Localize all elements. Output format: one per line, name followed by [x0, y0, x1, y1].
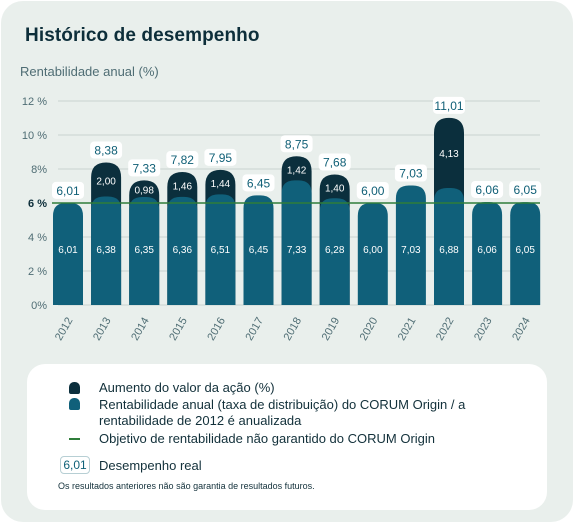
y-tick-label: 0%: [31, 300, 47, 312]
total-value-box: [128, 159, 161, 177]
total-value-label: 7,33: [133, 161, 157, 175]
bar-distribution-segment: [434, 188, 464, 305]
total-value-label: 6,05: [514, 183, 538, 197]
legend-item-real-performance: Desempenho real: [99, 458, 202, 473]
distribution-value-label: 6,35: [134, 245, 154, 256]
legend-item-distribution: Rentabilidade anual (taxa de distribuiçã…: [99, 397, 466, 412]
total-value-label: 8,75: [285, 137, 309, 151]
legend-item-share-value: Aumento do valor da ação (%): [99, 380, 275, 395]
y-tick-label: 6 %: [28, 198, 47, 210]
total-value-label: 7,95: [209, 151, 233, 165]
distribution-value-label: 6,00: [363, 245, 383, 256]
distribution-value-label: 7,03: [401, 245, 421, 256]
y-tick-label: 2 %: [28, 266, 47, 278]
total-value-label: 8,38: [94, 144, 118, 158]
increase-value-label: 1,42: [287, 165, 307, 176]
total-value-box: [280, 135, 313, 153]
increase-value-label: 0,98: [134, 186, 154, 197]
total-value-label: 6,01: [56, 184, 80, 198]
distribution-value-label: 6,45: [249, 245, 269, 256]
y-tick-label: 8%: [31, 164, 47, 176]
legend-swatch-share-value: [69, 382, 80, 394]
bar-distribution-segment: [472, 201, 503, 305]
x-tick-label: 2024: [510, 316, 533, 343]
bar-distribution-segment: [91, 196, 122, 305]
bar-distribution-segment: [510, 202, 541, 305]
chart-legend: Aumento do valor da ação (%) Rentabilida…: [27, 364, 547, 510]
total-value-label: 7,68: [323, 155, 347, 169]
bar-distribution-segment: [395, 185, 426, 305]
total-value-box: [394, 164, 427, 182]
distribution-value-label: 7,33: [287, 245, 307, 256]
x-tick-label: 2019: [320, 316, 343, 343]
total-value-box: [52, 181, 84, 199]
total-value-label: 6,00: [361, 184, 385, 198]
bar-distribution-segment: [129, 197, 160, 305]
total-value-box: [90, 141, 123, 159]
increase-value-label: 1,46: [173, 181, 193, 192]
bar-distribution-segment: [167, 196, 198, 305]
x-tick-label: 2015: [167, 316, 190, 343]
total-value-label: 7,82: [171, 153, 195, 167]
total-value-box: [166, 151, 199, 169]
y-axis-title: Rentabilidade anual (%): [20, 64, 159, 79]
increase-value-label: 1,40: [325, 183, 345, 194]
distribution-value-label: 6,28: [325, 245, 345, 256]
distribution-value-label: 6,01: [58, 245, 78, 256]
total-value-box: [433, 96, 465, 114]
total-value-box: [242, 174, 275, 192]
total-value-label: 7,03: [399, 166, 423, 180]
increase-value-label: 2,00: [96, 177, 116, 188]
x-tick-label: 2022: [434, 316, 457, 343]
distribution-value-label: 6,88: [439, 245, 459, 256]
x-tick-label: 2014: [129, 316, 152, 343]
legend-swatch-target-line: [69, 438, 80, 440]
x-tick-label: 2013: [91, 316, 114, 343]
x-tick-label: 2020: [358, 316, 381, 343]
x-tick-label: 2018: [282, 316, 305, 343]
x-tick-label: 2012: [53, 316, 76, 343]
total-value-label: 6,45: [247, 176, 271, 190]
y-tick-label: 4 %: [28, 232, 47, 244]
distribution-value-label: 6,51: [211, 245, 231, 256]
legend-item-distribution-cont: rentabilidade de 2012 é anualizada: [99, 413, 302, 428]
bar-distribution-segment: [53, 202, 83, 305]
legend-sample-value-box: 6,01: [60, 456, 90, 474]
distribution-value-label: 6,36: [173, 245, 193, 256]
total-value-box: [318, 153, 351, 171]
total-value-box: [509, 181, 542, 199]
y-tick-label: 12 %: [22, 96, 47, 108]
distribution-value-label: 6,05: [515, 245, 535, 256]
x-tick-label: 2017: [243, 316, 266, 343]
legend-swatch-distribution: [69, 398, 80, 410]
total-value-label: 6,06: [475, 183, 499, 197]
x-tick-label: 2023: [472, 316, 495, 343]
x-tick-label: 2016: [205, 316, 228, 343]
distribution-value-label: 6,38: [96, 245, 116, 256]
legend-item-target: Objetivo de rentabilidade não garantido …: [99, 431, 436, 446]
chart-title: Histórico de desempenho: [25, 25, 260, 46]
bar-distribution-segment: [243, 195, 274, 305]
increase-value-label: 1,44: [211, 179, 231, 190]
total-value-box: [471, 180, 504, 198]
total-value-box: [356, 182, 389, 199]
bar-distribution-segment: [357, 203, 388, 305]
increase-value-label: 4,13: [439, 149, 459, 160]
x-tick-label: 2021: [396, 316, 419, 343]
bar-distribution-segment: [205, 194, 236, 305]
total-value-box: [204, 148, 237, 166]
bar-chart: 0% 2 % 4 % 6 % 8% 10 % 12 % 6,01 6,01 2012 2,00 6,3…: [22, 96, 542, 343]
total-value-label: 11,01: [434, 99, 463, 113]
bar-distribution-segment: [319, 198, 350, 305]
y-tick-label: 10 %: [22, 130, 47, 142]
distribution-value-label: 6,06: [477, 245, 497, 256]
bar-distribution-segment: [281, 180, 312, 305]
disclaimer-text: Os resultados anteriores não são garanti…: [58, 481, 315, 491]
